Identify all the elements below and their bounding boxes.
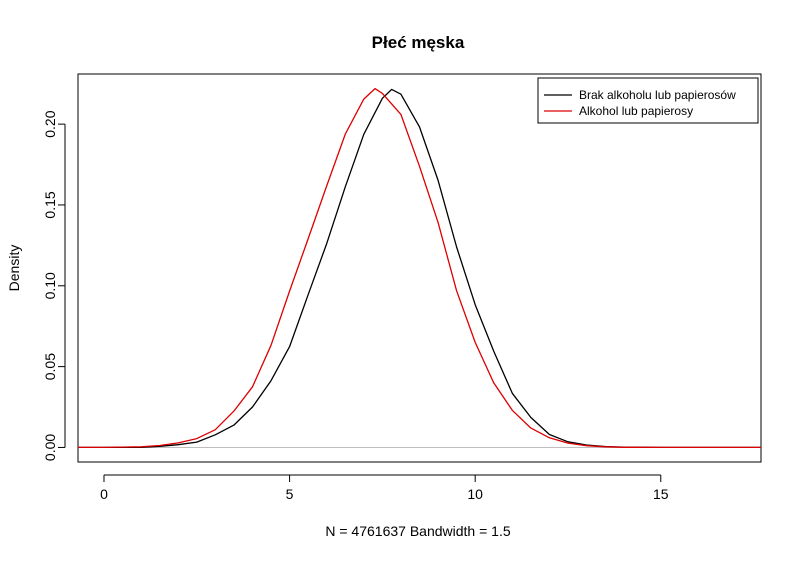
legend-box xyxy=(537,77,759,124)
y-tick-label: 0.00 xyxy=(42,434,58,461)
y-tick-label: 0.05 xyxy=(42,353,58,380)
plot-area xyxy=(78,87,761,449)
x-tick-label: 15 xyxy=(653,486,669,502)
y-axis: 0.00 0.05 0.10 0.15 0.20 xyxy=(42,110,66,461)
density-line-series-1 xyxy=(78,88,761,449)
x-axis: 0 5 10 15 xyxy=(100,474,669,502)
y-axis-label: Density xyxy=(6,245,22,292)
x-tick-label: 0 xyxy=(100,486,108,502)
legend: Brak alkoholu lub papierosów Alkohol lub… xyxy=(537,77,759,124)
x-axis-label: N = 4761637 Bandwidth = 1.5 xyxy=(325,523,510,539)
legend-label-series-2: Alkohol lub papierosy xyxy=(579,104,693,118)
legend-label-series-1: Brak alkoholu lub papierosów xyxy=(579,88,736,102)
chart-title: Płeć męska xyxy=(372,33,465,52)
x-tick-label: 5 xyxy=(286,486,294,502)
x-tick-label: 10 xyxy=(467,486,483,502)
y-tick-label: 0.15 xyxy=(42,191,58,218)
y-tick-label: 0.20 xyxy=(42,110,58,137)
plot-frame xyxy=(77,73,762,463)
y-tick-label: 0.10 xyxy=(42,272,58,299)
density-line-series-2 xyxy=(78,87,761,449)
